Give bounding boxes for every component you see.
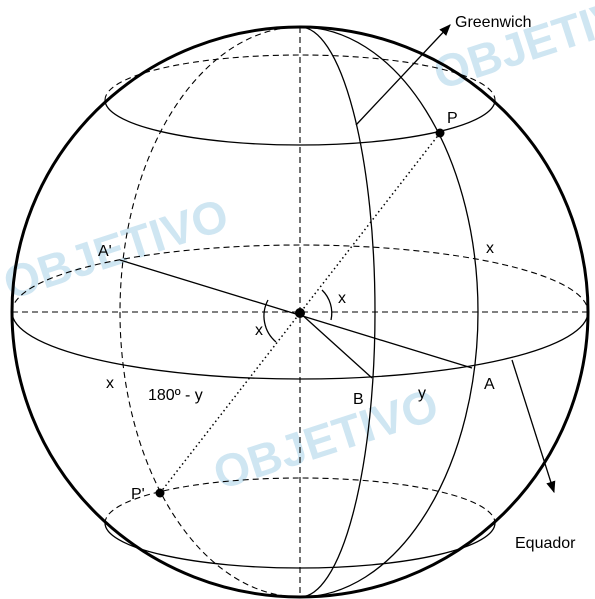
label: Equador (515, 535, 576, 552)
equator-front (11, 311, 589, 380)
meridian (299, 26, 376, 598)
parallel-front (104, 522, 496, 569)
label: Greenwich (455, 14, 531, 31)
parallel-back (104, 54, 496, 101)
label: x (255, 322, 263, 339)
parallel-front (104, 99, 496, 146)
point-p (435, 128, 445, 138)
meridian-back (119, 26, 301, 598)
arrow (511, 359, 556, 494)
point-p-prime (155, 488, 165, 498)
label: x (486, 240, 494, 257)
watermarks: OBJETIVO OBJETIVO OBJETIVO (0, 0, 595, 500)
arrow (355, 24, 451, 126)
meridian (299, 26, 479, 598)
equator-back (11, 244, 589, 313)
angle-arc (321, 289, 333, 321)
watermark: OBJETIVO (207, 378, 444, 499)
center (295, 308, 305, 318)
label: P (447, 110, 458, 127)
label: B (353, 391, 364, 408)
label: P' (131, 486, 145, 503)
label: x (106, 375, 114, 392)
label: A' (98, 243, 112, 260)
label: y (418, 385, 426, 402)
label: A (484, 376, 495, 393)
angle-arc (263, 299, 277, 343)
segment-ob (299, 312, 373, 379)
parallel-back (104, 477, 496, 524)
label: 180º - y (148, 387, 203, 404)
label: x (338, 290, 346, 307)
